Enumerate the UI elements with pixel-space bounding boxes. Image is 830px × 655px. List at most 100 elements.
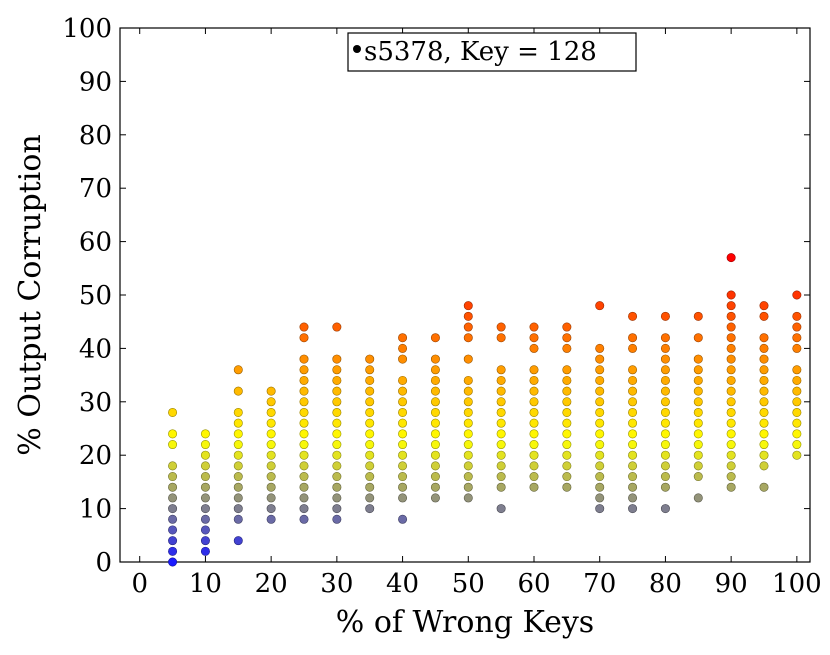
data-point bbox=[168, 461, 178, 471]
y-tick-label: 70 bbox=[79, 174, 112, 204]
data-point bbox=[266, 418, 276, 428]
data-point bbox=[332, 322, 342, 332]
data-point bbox=[398, 429, 408, 439]
data-point bbox=[660, 386, 670, 396]
data-point bbox=[529, 461, 539, 471]
legend-label: s5378, Key = 128 bbox=[364, 37, 597, 67]
data-point bbox=[398, 461, 408, 471]
data-point bbox=[233, 472, 243, 482]
data-point bbox=[529, 482, 539, 492]
data-point bbox=[660, 472, 670, 482]
data-point bbox=[562, 343, 572, 353]
data-point bbox=[463, 472, 473, 482]
data-point bbox=[529, 407, 539, 417]
data-point bbox=[299, 482, 309, 492]
y-tick-label: 80 bbox=[79, 121, 112, 151]
data-point bbox=[430, 482, 440, 492]
data-point bbox=[759, 386, 769, 396]
x-tick-label: 70 bbox=[583, 569, 616, 599]
data-point bbox=[792, 375, 802, 385]
data-point bbox=[595, 343, 605, 353]
data-point bbox=[463, 461, 473, 471]
data-point bbox=[726, 429, 736, 439]
data-point bbox=[233, 407, 243, 417]
data-point bbox=[233, 493, 243, 503]
data-point bbox=[299, 354, 309, 364]
data-point bbox=[430, 493, 440, 503]
x-tick-label: 10 bbox=[189, 569, 222, 599]
data-point bbox=[463, 418, 473, 428]
data-point bbox=[529, 450, 539, 460]
data-point bbox=[595, 407, 605, 417]
data-point bbox=[726, 343, 736, 353]
data-point bbox=[726, 301, 736, 311]
data-point bbox=[792, 450, 802, 460]
data-point bbox=[365, 429, 375, 439]
data-point bbox=[168, 429, 178, 439]
data-point bbox=[332, 386, 342, 396]
y-axis-ticks: 0 10 20 30 40 50 60 70 80 90 100 bbox=[62, 14, 810, 578]
data-point bbox=[365, 482, 375, 492]
data-point bbox=[660, 333, 670, 343]
data-point bbox=[726, 482, 736, 492]
data-point bbox=[332, 461, 342, 471]
data-point bbox=[463, 301, 473, 311]
data-point bbox=[562, 375, 572, 385]
data-point bbox=[266, 514, 276, 524]
data-point bbox=[628, 450, 638, 460]
data-point bbox=[463, 440, 473, 450]
x-tick-label: 90 bbox=[715, 569, 748, 599]
data-point bbox=[628, 386, 638, 396]
data-point bbox=[496, 375, 506, 385]
data-point bbox=[759, 311, 769, 321]
data-point bbox=[529, 365, 539, 375]
data-point bbox=[726, 407, 736, 417]
data-point bbox=[299, 333, 309, 343]
data-point bbox=[299, 461, 309, 471]
data-point bbox=[332, 482, 342, 492]
y-tick-label: 40 bbox=[79, 334, 112, 364]
data-point bbox=[759, 343, 769, 353]
data-point bbox=[365, 386, 375, 396]
data-point bbox=[759, 354, 769, 364]
data-point bbox=[529, 375, 539, 385]
y-tick-label: 60 bbox=[79, 228, 112, 258]
data-point bbox=[168, 557, 178, 567]
data-point bbox=[562, 365, 572, 375]
data-point bbox=[496, 429, 506, 439]
data-point bbox=[562, 450, 572, 460]
data-point bbox=[430, 386, 440, 396]
data-point bbox=[759, 333, 769, 343]
x-tick-label: 50 bbox=[452, 569, 485, 599]
data-point bbox=[595, 482, 605, 492]
data-point bbox=[365, 450, 375, 460]
y-tick-label: 50 bbox=[79, 281, 112, 311]
data-point bbox=[792, 290, 802, 300]
data-point bbox=[529, 418, 539, 428]
data-point bbox=[168, 514, 178, 524]
data-point bbox=[726, 397, 736, 407]
data-point bbox=[792, 343, 802, 353]
data-point bbox=[628, 429, 638, 439]
data-point bbox=[759, 397, 769, 407]
data-point bbox=[660, 311, 670, 321]
data-point bbox=[266, 461, 276, 471]
data-point bbox=[200, 493, 210, 503]
data-point bbox=[266, 504, 276, 514]
data-point bbox=[660, 418, 670, 428]
data-point bbox=[463, 493, 473, 503]
data-point bbox=[660, 482, 670, 492]
x-tick-label: 30 bbox=[320, 569, 353, 599]
data-point bbox=[200, 482, 210, 492]
y-tick-label: 100 bbox=[62, 14, 112, 44]
data-point bbox=[595, 493, 605, 503]
data-point bbox=[332, 407, 342, 417]
data-point bbox=[200, 514, 210, 524]
data-point bbox=[200, 525, 210, 535]
data-point bbox=[726, 461, 736, 471]
data-point bbox=[496, 418, 506, 428]
data-point bbox=[628, 472, 638, 482]
data-point bbox=[792, 386, 802, 396]
x-tick-label: 20 bbox=[255, 569, 288, 599]
data-point bbox=[430, 365, 440, 375]
